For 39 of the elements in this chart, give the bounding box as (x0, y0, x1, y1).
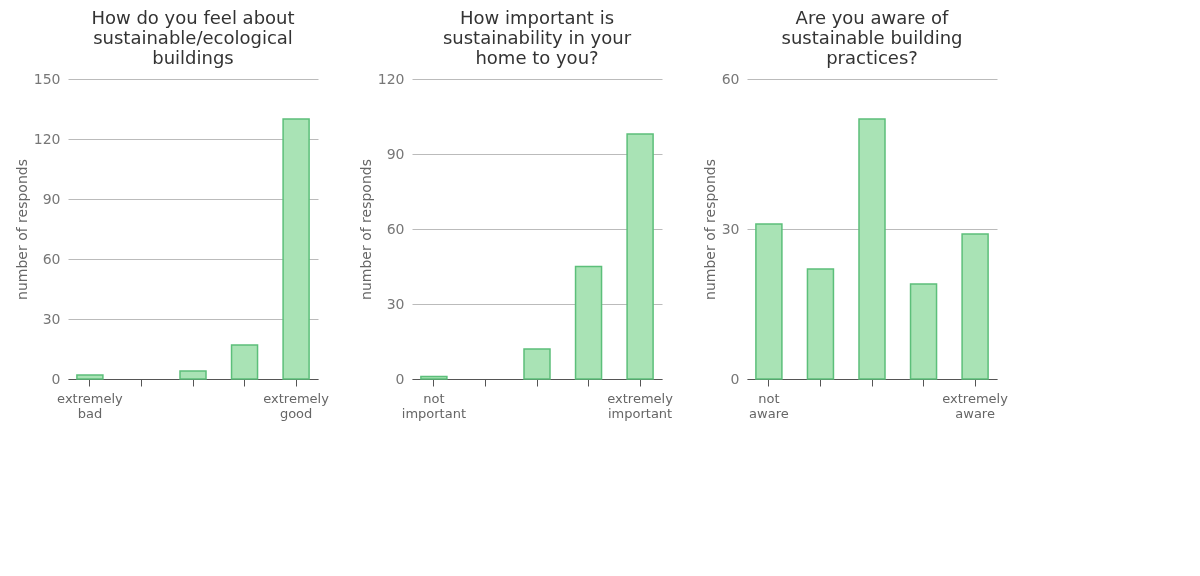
y-tick-label: 90 (42, 190, 61, 207)
x-tick-label: not important (401, 390, 467, 421)
x-tick-label: extremely good (263, 390, 330, 421)
bar (230, 344, 259, 380)
chart-title: Are you aware of sustainable building practices? (781, 7, 963, 68)
bar (755, 223, 783, 380)
bar (909, 283, 938, 380)
y-tick-label: 0 (730, 370, 740, 387)
x-tick-label: extremely bad (57, 390, 123, 421)
bar (76, 374, 104, 380)
chart-title: How important is sustainability in your home to you? (442, 7, 632, 68)
y-axis-title: number of responds (357, 159, 374, 300)
bar (806, 268, 835, 380)
bar (858, 118, 886, 380)
bar (282, 118, 310, 380)
bar (523, 348, 551, 380)
y-tick-label: 120 (33, 130, 61, 147)
bar (420, 375, 448, 380)
y-tick-label: 120 (377, 70, 405, 87)
y-tick-label: 60 (386, 220, 405, 237)
y-tick-label: 60 (42, 250, 61, 267)
y-axis-title: number of responds (13, 159, 30, 300)
x-tick-label: extremely important (607, 390, 674, 421)
y-tick-label: 30 (386, 295, 405, 312)
y-tick-label: 150 (33, 70, 61, 87)
y-tick-label: 60 (721, 70, 740, 87)
y-tick-label: 0 (51, 370, 61, 387)
x-tick-label: not aware (749, 390, 789, 421)
y-tick-label: 0 (395, 370, 405, 387)
bar (961, 233, 989, 380)
chart-title: How do you feel about sustainable/ecological buildings (91, 7, 295, 68)
bar (574, 265, 603, 380)
bar (626, 133, 654, 380)
y-tick-label: 30 (42, 310, 61, 327)
bar (179, 370, 207, 380)
x-tick-label: extremely aware (942, 390, 1009, 421)
y-axis-title: number of responds (701, 159, 718, 300)
y-tick-label: 30 (721, 220, 740, 237)
y-tick-label: 90 (386, 145, 405, 162)
